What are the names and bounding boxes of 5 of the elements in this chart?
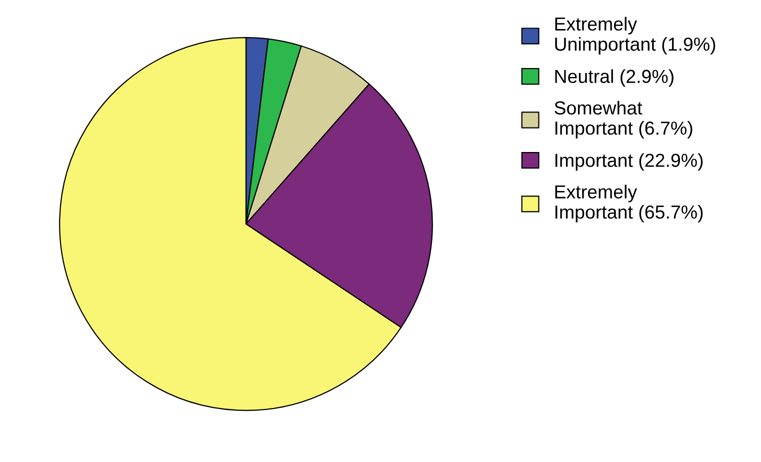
legend-label: Somewhat Important (6.7%) (554, 100, 692, 138)
legend-label: Neutral (2.9%) (555, 69, 674, 87)
legend-label: Important (22.9%) (555, 153, 703, 171)
legend-label: Extremely Important (65.7%) (555, 184, 703, 222)
legend-label: Extremely Unimportant (1.9%) (555, 16, 716, 55)
